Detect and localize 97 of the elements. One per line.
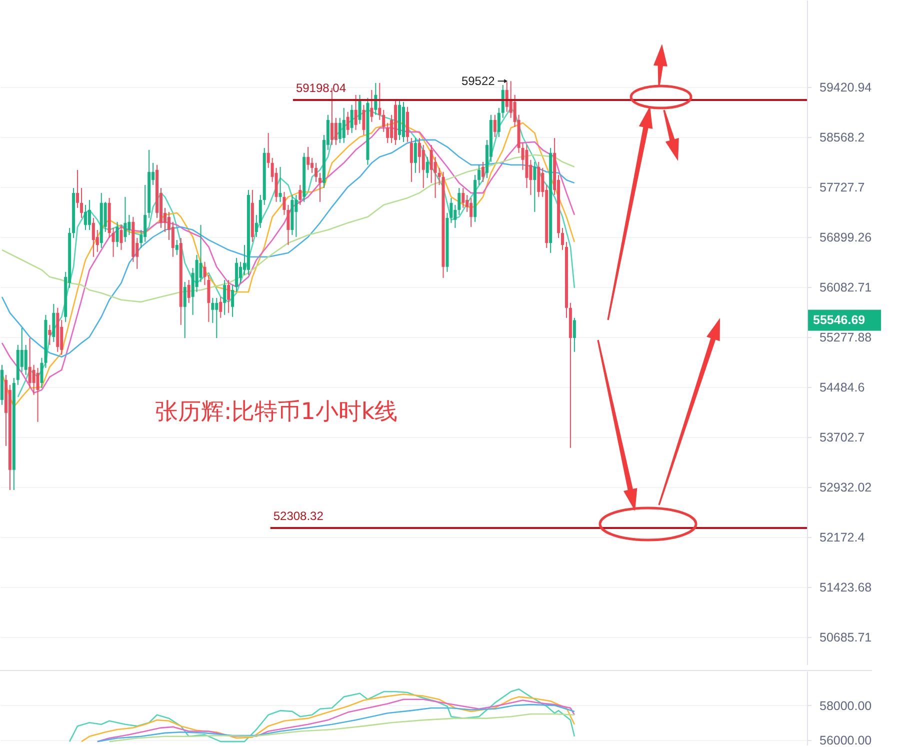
candlestick xyxy=(572,317,576,352)
line-series xyxy=(1,139,576,358)
candlestick xyxy=(36,367,40,422)
candlestick xyxy=(215,297,218,338)
candlestick xyxy=(207,274,210,322)
candlestick xyxy=(116,221,119,248)
candlestick xyxy=(76,169,80,208)
candlestick xyxy=(342,107,346,144)
candlestick xyxy=(124,196,127,242)
candlestick xyxy=(354,94,358,130)
candlestick xyxy=(48,324,52,346)
candlestick xyxy=(462,187,465,208)
y-tick-label: 54484.6 xyxy=(820,380,865,394)
candlestick xyxy=(144,184,147,242)
y-tick-label: 50685.71 xyxy=(820,630,872,644)
candlestick xyxy=(378,82,382,120)
candlestick xyxy=(430,144,433,184)
y-tick-label: 55277.88 xyxy=(820,330,872,344)
candlestick xyxy=(458,187,461,216)
candlestick xyxy=(382,109,386,132)
candlestick xyxy=(171,221,174,258)
candlestick xyxy=(258,194,262,228)
candlestick xyxy=(410,137,413,182)
candlestick xyxy=(370,89,374,122)
candlestick xyxy=(28,337,32,388)
candlestick xyxy=(239,261,242,284)
candlestick xyxy=(426,156,429,178)
y-tick-label: 58000.00 xyxy=(820,698,872,713)
candlestick xyxy=(120,224,123,250)
candlestick xyxy=(294,194,298,238)
candlestick xyxy=(187,279,190,304)
y-tick-label: 52172.4 xyxy=(820,530,865,544)
ref-line-label: 52308.32 xyxy=(273,508,324,523)
candlestick xyxy=(24,344,28,376)
y-tick-label: 56082.71 xyxy=(820,280,872,294)
candlestick xyxy=(478,164,481,186)
candlestick xyxy=(350,104,354,134)
candlestick xyxy=(223,279,226,316)
candlestick xyxy=(493,114,496,138)
candlestick xyxy=(497,107,500,138)
candlestick xyxy=(306,146,310,170)
candlestick xyxy=(533,161,536,212)
candlestick xyxy=(362,104,366,136)
y-tick-label: 58568.2 xyxy=(820,130,865,144)
candlestick xyxy=(310,157,314,174)
ref-line-label: 59198.04 xyxy=(296,80,346,95)
candlestick xyxy=(422,144,425,188)
candlestick xyxy=(175,239,178,256)
y-tick-label: 52932.02 xyxy=(820,480,872,494)
candlestick xyxy=(231,284,234,318)
candlestick xyxy=(278,166,282,202)
candlestick xyxy=(84,204,87,230)
candlestick xyxy=(40,357,44,388)
candlestick xyxy=(282,191,286,216)
candlestick xyxy=(414,137,417,174)
annotation: 张历辉:比特币1小时k线 xyxy=(155,399,398,425)
candlestick xyxy=(314,162,318,182)
candlestick xyxy=(254,214,258,238)
candlestick xyxy=(219,296,222,318)
text: 55546.69 xyxy=(813,313,866,328)
y-tick-label: 56000.00 xyxy=(820,733,872,747)
candlestick xyxy=(338,117,342,144)
candlestick xyxy=(454,204,457,228)
candlestick xyxy=(346,111,350,136)
y-tick-label: 59420.94 xyxy=(820,80,872,94)
candlestick xyxy=(92,217,95,258)
candlestick xyxy=(318,172,322,202)
y-tick-label: 56899.26 xyxy=(820,230,872,244)
candlestick xyxy=(450,197,453,224)
candlestick xyxy=(358,94,362,124)
candlestick xyxy=(482,161,485,182)
candlestick xyxy=(386,122,390,144)
candlestick xyxy=(80,187,83,218)
annotation: 59522 xyxy=(461,74,496,88)
candlestick xyxy=(334,117,338,146)
candlestick xyxy=(438,167,441,186)
candlestick xyxy=(227,279,230,314)
candlestick xyxy=(32,364,36,396)
candlestick xyxy=(88,199,91,230)
y-tick-label: 51423.68 xyxy=(820,580,872,594)
y-tick-label: 53702.7 xyxy=(820,430,865,444)
candlestick xyxy=(266,132,270,168)
candlestick xyxy=(128,214,131,236)
candlestick xyxy=(509,80,512,118)
candlestick xyxy=(203,261,206,286)
line-series xyxy=(1,154,576,303)
candlestick xyxy=(286,204,290,246)
candlestick xyxy=(298,184,302,206)
candlestick xyxy=(501,84,504,118)
candlestick xyxy=(561,227,564,250)
candlestick xyxy=(183,281,186,338)
candlestick xyxy=(112,227,115,258)
candlestick xyxy=(211,297,214,324)
candlestick xyxy=(418,137,421,174)
y-tick-label: 57727.7 xyxy=(820,180,865,194)
candlestick xyxy=(470,197,473,228)
line-series xyxy=(108,713,576,742)
